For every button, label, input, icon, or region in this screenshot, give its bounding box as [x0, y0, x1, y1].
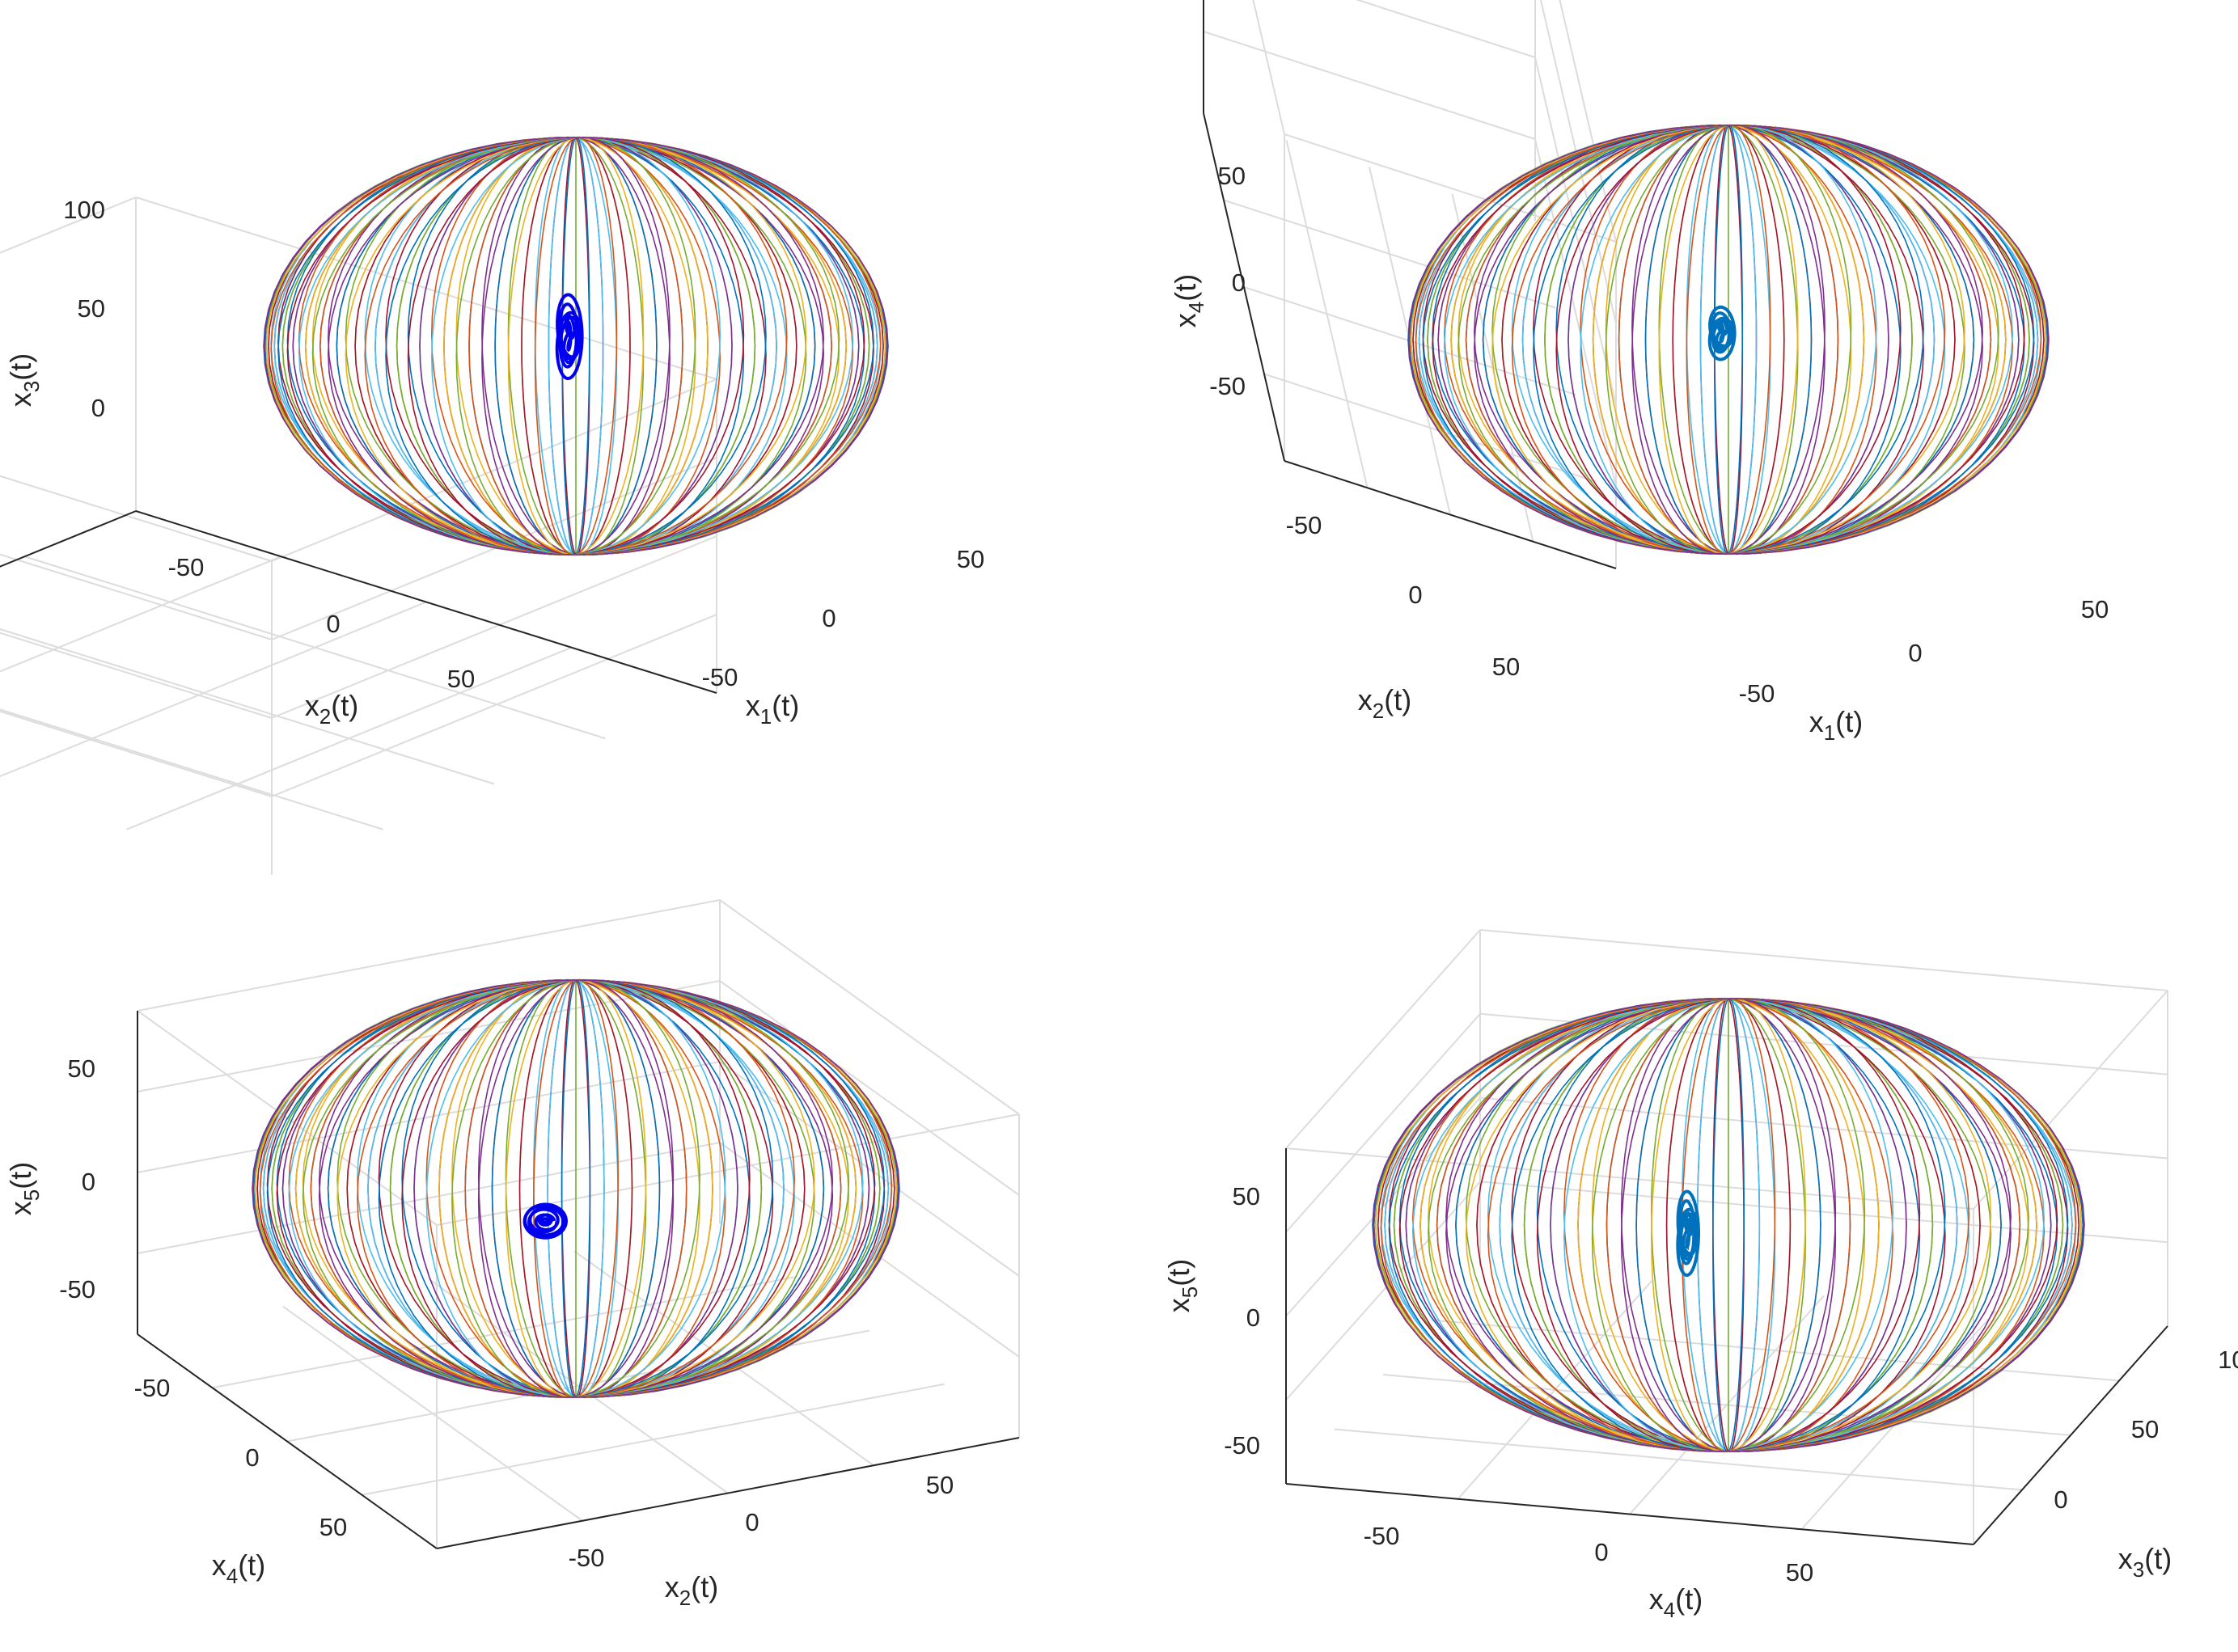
meridian-line	[252, 979, 900, 1398]
x-axis-line-1	[135, 510, 717, 694]
y-tick-label: 0	[1594, 1538, 1608, 1566]
z-tick-label: 50	[1218, 162, 1246, 190]
z-tick-label: 0	[82, 1168, 95, 1196]
x-axis-line-2	[1284, 460, 1617, 569]
y-tick-label: 0	[326, 610, 340, 638]
x-tick-label: 50	[2081, 595, 2109, 623]
subplot-1: -50 0 50 -50 0 50 0 50 100 x1(t) x2(t) x3(t)	[0, 136, 984, 875]
z-axis-label-4: x5(t)	[1162, 1259, 1202, 1312]
y-axis-line-1	[0, 510, 137, 568]
y-tick-label: 50	[1492, 653, 1520, 681]
subplot-2: -50 0 50 -50 0 50 -50 0 50 x1(t) x2(t) x4(t)	[1169, 0, 2109, 745]
ellipsoid-mesh-2	[1407, 124, 2050, 556]
y-axis-label-3: x4(t)	[212, 1548, 265, 1588]
y-tick-label: 50	[447, 665, 475, 693]
y-axis-line-4	[1285, 1483, 1974, 1545]
z-tick-label: -50	[59, 1275, 95, 1303]
z-tick-label: 50	[68, 1054, 95, 1083]
z-axis-label-3: x5(t)	[4, 1162, 44, 1215]
x-tick-label: 0	[2054, 1485, 2067, 1514]
y-axis-label-2: x2(t)	[1358, 683, 1411, 723]
z-tick-label: -50	[1209, 372, 1246, 400]
z-tick-label: 0	[91, 394, 105, 422]
z-axis-label-1: x3(t)	[4, 353, 44, 407]
x-tick-label: 50	[926, 1471, 954, 1499]
meridian-line	[1407, 125, 2050, 555]
y-tick-label: 50	[319, 1513, 347, 1541]
grid-2	[1203, 0, 1617, 568]
subplot-4: 0 50 100 -50 0 50 -50 0 50 x3(t) x4(t) x5(t)	[1162, 929, 2238, 1622]
z-tick-label: 0	[1232, 268, 1246, 297]
ellipsoid-mesh-1	[263, 136, 889, 556]
x-axis-line-4	[1973, 1325, 2168, 1545]
x-tick-label: 50	[2131, 1415, 2159, 1443]
x-tick-label: 50	[957, 545, 984, 573]
y-axis-label-1: x2(t)	[305, 689, 358, 729]
grid-1	[0, 196, 717, 875]
z-tick-label: 100	[63, 196, 105, 224]
y-tick-label: -50	[1286, 511, 1322, 539]
ellipsoid-mesh-3	[252, 978, 900, 1399]
z-tick-label: -50	[1224, 1431, 1260, 1460]
x-axis-label-1: x1(t)	[746, 689, 799, 729]
x-axis-line-3	[436, 1437, 1020, 1549]
x-tick-label: 0	[1908, 639, 1922, 667]
trajectory-4	[1676, 1189, 1700, 1277]
trajectory-2	[1707, 305, 1737, 361]
y-tick-label: 0	[1408, 581, 1422, 609]
x-tick-label: -50	[1739, 679, 1775, 708]
y-axis-line-2	[1203, 112, 1285, 462]
z-tick-label: 50	[1233, 1182, 1260, 1210]
trajectory-3	[522, 1202, 569, 1240]
z-axis-label-2: x4(t)	[1169, 274, 1208, 327]
y-tick-label: -50	[1364, 1522, 1400, 1550]
trajectory-1	[555, 293, 584, 380]
y-tick-label: 50	[1786, 1558, 1813, 1587]
x-tick-label: 0	[822, 604, 836, 632]
x-axis-label-2: x1(t)	[1809, 705, 1863, 745]
grid-4	[1285, 929, 2168, 1544]
x-tick-label: -50	[702, 663, 738, 691]
y-tick-label: 0	[245, 1443, 259, 1472]
y-axis-label-4: x4(t)	[1649, 1582, 1703, 1622]
meridian-line	[1372, 998, 2085, 1452]
x-axis-label-4: x3(t)	[2118, 1542, 2172, 1582]
x-tick-label: -50	[569, 1544, 605, 1572]
y-axis-line-3	[137, 1333, 438, 1549]
y-tick-label: -50	[134, 1374, 171, 1402]
ellipsoid-mesh-4	[1372, 997, 2085, 1453]
subplot-3: -50 0 50 -50 0 50 -50 0 50 x2(t) x4(t) x5(t)	[4, 899, 1020, 1610]
y-tick-label: -50	[168, 553, 205, 581]
z-tick-label: 0	[1246, 1303, 1260, 1332]
meridian-line	[263, 137, 889, 556]
z-tick-label: 50	[78, 294, 105, 323]
x-tick-label: 0	[745, 1508, 759, 1536]
x-tick-label: 100	[2218, 1346, 2238, 1374]
x-axis-label-3: x2(t)	[665, 1570, 718, 1610]
